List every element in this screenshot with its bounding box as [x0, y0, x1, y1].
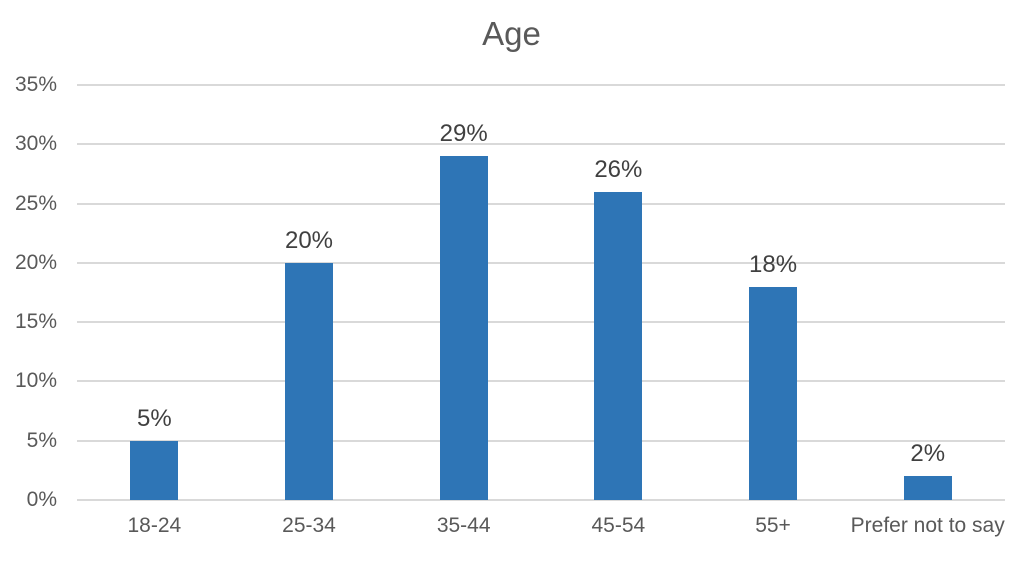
- bar: [130, 440, 179, 500]
- bar: [749, 286, 798, 500]
- y-axis-tick-label: 5%: [26, 428, 57, 452]
- bar: [594, 191, 643, 500]
- gridline: [77, 261, 1005, 264]
- x-axis-category-label: 55+: [755, 514, 791, 537]
- y-axis-tick-label: 10%: [14, 369, 57, 393]
- gridline: [77, 143, 1005, 146]
- chart-title: Age: [482, 15, 541, 52]
- x-axis: 18-24 25-34 35-44 45-54 55+ Prefer not to say: [77, 514, 1005, 538]
- y-axis-tick-label: 20%: [14, 250, 57, 274]
- bar-data-label: 20%: [284, 226, 334, 254]
- gridline: [77, 84, 1005, 86]
- y-axis: 0% 5% 10% 15% 20% 25% 30% 35%: [0, 73, 57, 511]
- y-axis-tick-label: 0%: [26, 488, 57, 511]
- bar: [285, 262, 333, 500]
- gridline: [77, 321, 1005, 324]
- bar-slot: 20%: [232, 85, 387, 500]
- bar-data-label: 2%: [910, 440, 946, 468]
- bar-slot: 5%: [77, 85, 232, 500]
- y-axis-tick-label: 35%: [14, 73, 57, 96]
- bar-data-label: 26%: [594, 155, 643, 183]
- bar-slot: 18%: [696, 85, 851, 500]
- bar: [903, 476, 952, 500]
- bar: [439, 156, 488, 500]
- bars-container: 5% 20% 29% 26% 18% 2%: [77, 85, 1005, 500]
- plot-area: 5% 20% 29% 26% 18% 2%: [77, 84, 1005, 501]
- x-axis-category-label: 18-24: [127, 514, 182, 537]
- gridline: [77, 380, 1005, 383]
- bar-data-label: 18%: [748, 250, 798, 278]
- x-axis-category-label: 45-54: [591, 514, 646, 537]
- bar-slot: 2%: [850, 85, 1005, 500]
- x-axis-category-label: 35-44: [436, 514, 491, 537]
- bar-slot: 26%: [541, 85, 696, 500]
- bar-data-label: 5%: [136, 404, 172, 432]
- gridline: [77, 499, 1005, 501]
- y-axis-tick-label: 25%: [14, 191, 57, 215]
- y-axis-tick-label: 30%: [14, 132, 57, 156]
- x-axis-category-label: 25-34: [282, 514, 336, 537]
- y-axis-tick-label: 15%: [14, 310, 57, 334]
- gridline: [77, 202, 1005, 205]
- gridline: [77, 439, 1005, 442]
- x-axis-category-label: Prefer not to say: [850, 514, 1005, 537]
- bar-slot: 29%: [386, 85, 541, 500]
- bar-data-label: 29%: [439, 120, 488, 148]
